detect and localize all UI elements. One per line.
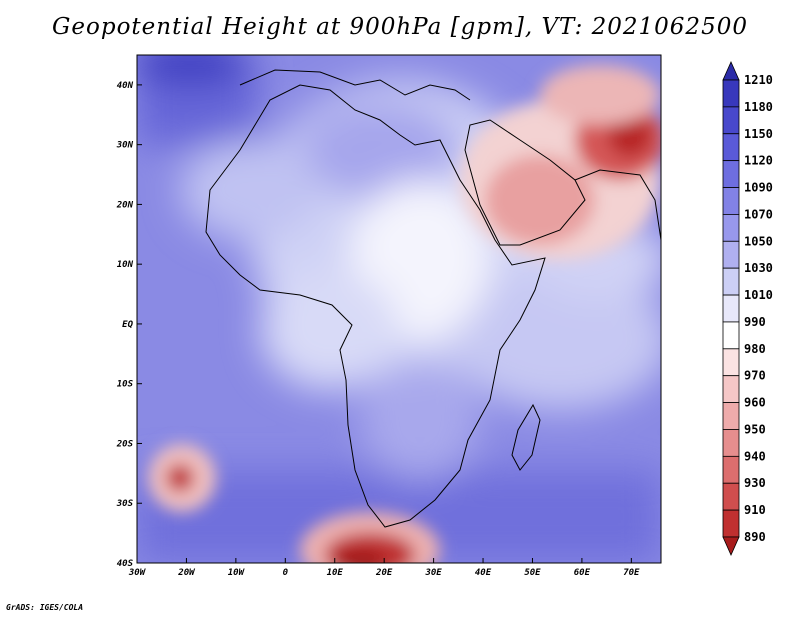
x-tick-label: 60E <box>574 568 591 578</box>
y-tick-label: 20N <box>116 200 134 210</box>
coastlines <box>205 69 661 528</box>
colorbar-swatch <box>722 294 740 323</box>
x-tick-label: 10W <box>228 568 246 578</box>
colorbar-swatch <box>722 214 740 242</box>
colorbar-level-label: 1070 <box>744 207 773 221</box>
colorbar-swatch <box>722 106 740 135</box>
colorbar-level-label: 890 <box>744 530 766 544</box>
europe-coastline <box>239 69 471 101</box>
colorbar-level-label: 1120 <box>744 154 773 168</box>
africa-coastline <box>205 84 546 528</box>
y-tick-label: EQ <box>122 320 133 330</box>
y-tick-label: 40N <box>117 81 134 91</box>
colorbar-swatch <box>722 375 740 403</box>
y-tick-label: 10N <box>117 260 134 270</box>
colorbar-level-label: 990 <box>744 315 766 329</box>
plot-frame <box>136 54 662 564</box>
colorbar-level-label: 910 <box>744 503 766 517</box>
x-tick-label: 30E <box>424 568 442 578</box>
asia-coastline <box>574 169 661 241</box>
x-tick-label: 70E <box>623 568 640 578</box>
y-tick-label: 40S <box>117 559 134 569</box>
x-tick-label: 20W <box>177 568 196 578</box>
colorbar-level-label: 1180 <box>744 100 773 114</box>
field-lows <box>148 65 661 563</box>
y-tick-label: 20S <box>116 439 134 449</box>
colorbar-swatch <box>722 321 740 350</box>
colorbar-level-label: 980 <box>744 342 766 356</box>
colorbar-swatch <box>722 509 740 538</box>
colorbar-level-label: 1050 <box>744 234 773 248</box>
geopotential-field <box>137 55 661 563</box>
colorbar-bottom-arrow <box>722 536 740 556</box>
y-tick-label: 30S <box>116 499 134 509</box>
colorbar-level-label: 1010 <box>744 288 773 302</box>
colorbar-swatch <box>722 348 740 377</box>
grads-credit: GrADS: IGES/COLA <box>6 603 84 612</box>
colorbar-swatch <box>722 79 740 108</box>
colorbar-level-label: 1090 <box>744 181 773 195</box>
colorbar-swatch <box>722 482 740 511</box>
colorbar-level-label: 1150 <box>744 127 773 141</box>
x-tick-label: 0 <box>283 568 289 578</box>
colorbar-level-label: 960 <box>744 396 766 410</box>
y-tick-label: 30N <box>116 141 134 151</box>
colorbar-swatch <box>722 267 740 296</box>
colorbar-swatch <box>722 187 740 215</box>
y-tick-label: 10S <box>117 380 134 390</box>
map-axes: 30W 20W 10W 0 10E 20E 30E 40E 50E 60E 70E 40N 30N 20N… <box>116 81 640 578</box>
x-tick-label: 20E <box>375 568 393 578</box>
x-tick-label: 10E <box>327 568 344 578</box>
colorbar-swatch <box>722 160 740 188</box>
colorbar-level-label: 930 <box>744 476 766 490</box>
x-tick-label: 30W <box>128 568 147 578</box>
colorbar-level-label: 1030 <box>744 261 773 275</box>
x-tick-label: 50E <box>524 568 541 578</box>
colorbar-swatch <box>722 429 740 457</box>
colorbar-swatch <box>722 402 740 430</box>
colorbar-level-label: 970 <box>744 369 766 383</box>
colorbar-level-label: 940 <box>744 449 766 463</box>
colorbar-swatch <box>722 455 740 484</box>
madagascar-coastline <box>511 403 541 471</box>
map-title: Geopotential Height at 900hPa [gpm], VT:… <box>52 14 748 40</box>
x-tick-label: 40E <box>475 568 492 578</box>
colorbar-swatch <box>722 240 740 269</box>
arabia-coastline <box>464 119 586 246</box>
colorbar-top-arrow <box>722 61 740 81</box>
colorbar-level-label: 950 <box>744 422 766 436</box>
colorbar-swatch <box>722 133 740 162</box>
colorbar-level-label: 1210 <box>744 73 773 87</box>
field-shading <box>137 55 661 563</box>
colorbar: 1210 1180 1150 1120 1090 1070 1050 1030 1010 990 9… <box>722 61 773 556</box>
